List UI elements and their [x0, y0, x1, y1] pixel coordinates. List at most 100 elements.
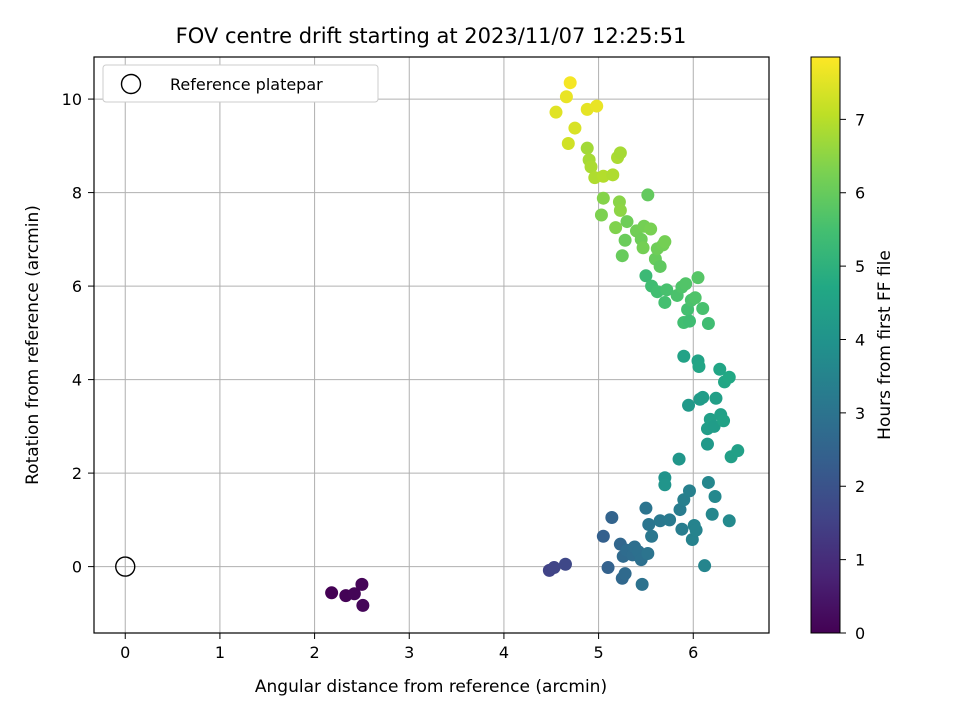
legend-label: Reference platepar	[170, 75, 323, 94]
colorbar-tick-label: 4	[855, 330, 865, 349]
data-point	[613, 146, 627, 160]
data-point	[558, 557, 572, 571]
x-tick-label: 0	[120, 643, 130, 662]
legend: Reference platepar	[102, 64, 379, 103]
x-tick-label: 5	[593, 643, 603, 662]
data-point	[584, 160, 598, 174]
data-point	[709, 391, 723, 405]
data-point	[639, 501, 653, 515]
colorbar: 0 1 2 3 4 5 6 7 Hours from first FF file	[810, 56, 895, 643]
data-point	[689, 523, 703, 537]
data-point	[325, 586, 339, 600]
data-point	[682, 484, 696, 498]
data-point	[580, 141, 594, 155]
x-tick-label: 2	[309, 643, 319, 662]
data-point	[596, 191, 610, 205]
colorbar-tick-label: 2	[855, 477, 865, 496]
data-point	[563, 76, 577, 90]
colorbar-tick-label: 0	[855, 624, 865, 643]
data-point	[707, 419, 721, 433]
data-point	[682, 314, 696, 328]
colorbar-tick-label: 7	[855, 110, 865, 129]
colorbar-tick-label: 6	[855, 184, 865, 203]
data-point	[594, 208, 608, 222]
data-point	[653, 259, 667, 273]
data-point	[641, 547, 655, 561]
x-tick-label: 4	[499, 643, 509, 662]
data-point	[356, 598, 370, 612]
data-point	[561, 136, 575, 150]
legend-box	[102, 64, 379, 103]
data-point	[677, 349, 691, 363]
y-axis-ticks: 0 2 4 6 8 10	[62, 90, 94, 577]
data-point	[644, 222, 658, 236]
y-tick-label: 0	[72, 558, 82, 577]
data-point	[601, 561, 615, 575]
colorbar-ticks: 0 1 2 3 4 5 6 7	[840, 110, 865, 643]
data-point	[596, 529, 610, 543]
data-point	[722, 514, 736, 528]
colorbar-tick-label: 1	[855, 551, 865, 570]
data-point	[705, 507, 719, 521]
data-point	[691, 271, 705, 285]
colorbar-tick-label: 5	[855, 257, 865, 276]
data-point	[620, 215, 634, 229]
plot-area-background	[94, 57, 769, 633]
data-point	[688, 291, 702, 305]
data-point	[609, 221, 623, 235]
data-point	[568, 121, 582, 135]
data-point	[663, 513, 677, 527]
data-point	[708, 489, 722, 503]
data-point	[559, 90, 573, 104]
data-point	[355, 577, 369, 591]
data-point	[636, 241, 650, 255]
data-point	[698, 559, 712, 573]
data-point	[682, 398, 696, 412]
reference-point-marker	[115, 556, 136, 577]
data-point	[731, 444, 745, 458]
data-points	[325, 76, 745, 612]
data-point	[605, 511, 619, 525]
data-point	[590, 99, 604, 113]
data-point	[549, 105, 563, 119]
y-tick-label: 4	[72, 371, 82, 390]
data-point	[696, 302, 710, 316]
x-axis-ticks: 0 1 2 3 4 5 6	[120, 633, 698, 662]
data-point	[692, 360, 706, 374]
data-point	[641, 188, 655, 202]
x-tick-label: 6	[688, 643, 698, 662]
data-point	[673, 503, 687, 517]
x-tick-label: 3	[404, 643, 414, 662]
data-point	[547, 561, 561, 575]
data-point	[722, 370, 736, 384]
data-point	[675, 522, 689, 536]
data-point	[696, 390, 710, 404]
x-tick-label: 1	[215, 643, 225, 662]
gridlines	[94, 57, 769, 633]
data-point	[701, 475, 715, 489]
data-point	[618, 567, 632, 581]
colorbar-bar	[810, 56, 841, 634]
data-point	[717, 414, 731, 428]
data-point	[660, 283, 674, 297]
data-point	[613, 203, 627, 217]
data-point	[618, 233, 632, 247]
data-point	[658, 295, 672, 309]
data-point	[347, 587, 361, 601]
legend-marker	[120, 73, 142, 95]
data-point	[606, 168, 620, 182]
plot-frame	[93, 56, 770, 634]
y-tick-label: 10	[62, 90, 82, 109]
data-point	[639, 269, 653, 283]
chart-title: FOV centre drift starting at 2023/11/07 …	[176, 24, 687, 48]
y-axis-title: Rotation from reference (arcmin)	[23, 205, 43, 485]
x-axis-title: Angular distance from reference (arcmin)	[255, 677, 607, 697]
data-point	[645, 529, 659, 543]
data-point	[701, 316, 715, 330]
colorbar-title: Hours from first FF file	[875, 250, 895, 440]
data-point	[635, 577, 649, 591]
colorbar-tick-label: 3	[855, 404, 865, 423]
y-tick-label: 6	[72, 277, 82, 296]
data-point	[679, 277, 693, 291]
